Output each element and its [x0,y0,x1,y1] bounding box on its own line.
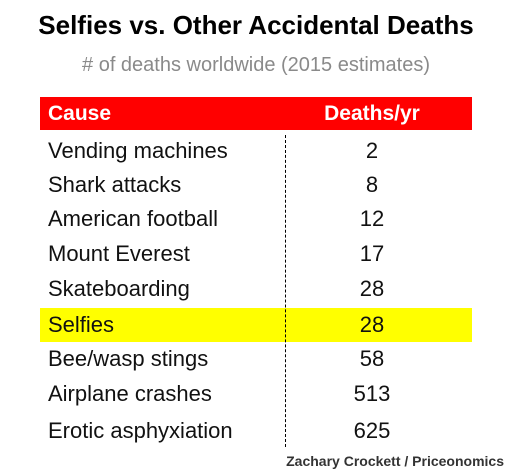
column-header: Deaths/yr [324,102,420,125]
deaths-cell: 513 [353,381,391,406]
cause-cell: Airplane crashes [48,381,212,406]
cause-cell: Vending machines [48,138,228,163]
cause-cell: Erotic asphyxiation [48,418,233,443]
deaths-cell: 58 [359,346,385,371]
deaths-cell: 12 [359,206,385,231]
column-divider [285,135,286,447]
deaths-cell: 8 [365,172,379,197]
cause-cell: Selfies [48,312,115,337]
table-row: American football 12 [40,202,472,236]
cause-cell: American football [48,206,218,231]
table-row: Airplane crashes 513 [40,377,472,411]
cause-cell: Shark attacks [48,172,182,197]
table-row: Mount Everest 17 [40,237,472,271]
deaths-cell: 17 [359,241,385,266]
column-header: Cause [48,102,112,125]
deaths-cell: 28 [359,276,385,301]
cause-cell: Skateboarding [48,276,190,301]
cause-cell: Bee/wasp stings [48,346,209,371]
title: Selfies vs. Other Accidental Deaths [38,10,474,40]
table-header: Cause Deaths/yr [40,97,472,130]
table-row: Shark attacks 8 [40,168,472,202]
highlighted-row: Selfies 28 [40,308,472,342]
table-row: Bee/wasp stings 58 [40,342,472,376]
table-row: Skateboarding 28 [40,272,472,306]
subtitle: # of deaths worldwide (2015 estimates) [82,54,430,76]
deaths-cell: 2 [365,138,379,163]
table-row: Vending machines 2 [40,134,472,168]
deaths-cell: 28 [359,312,385,337]
deaths-cell: 625 [353,418,391,443]
cause-cell: Mount Everest [48,241,190,266]
table-row: Erotic asphyxiation 625 [40,414,472,448]
credit: Zachary Crockett / Priceonomics [286,453,504,469]
